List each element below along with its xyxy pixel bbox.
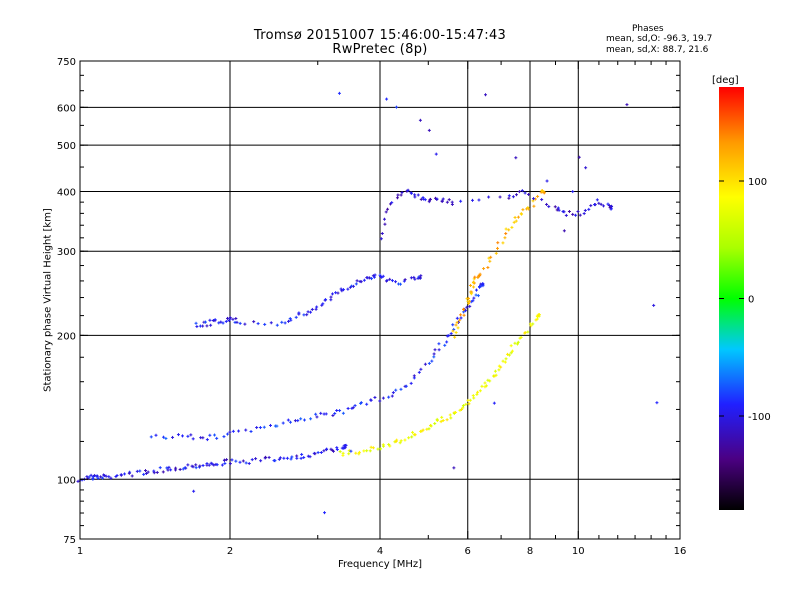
x-tick-label: 1 [77,546,83,557]
phase-annotation-title: Phases [632,24,664,34]
x-axis-label: Frequency [MHz] [337,559,423,570]
y-tick-label: 750 [57,57,76,68]
phase-annotation-o: mean, sd,O: -96.3, 19.7 [606,34,713,44]
y-tick-label: 100 [57,475,76,486]
y-tick-label: 600 [57,103,76,114]
colorbar-tick-label: 0 [748,295,754,306]
x-tick-label: 10 [572,546,585,557]
data-points [76,91,659,515]
phase-annotation-x: mean, sd,X: 88.7, 21.6 [606,45,709,55]
y-tick-label: 75 [63,535,76,546]
colorbar-tick-label: -100 [748,412,771,423]
x-tick-label: 16 [674,546,687,557]
axis-ticks: 1 2 4 6 8 10 16 75 100 200 300 400 500 600 750 [57,57,686,557]
chart-title: Tromsø 20151007 15:46:00-15:47:43 [253,28,507,43]
grid-lines [80,61,680,539]
y-tick-label: 500 [57,141,76,152]
y-tick-label: 300 [57,247,76,258]
x-tick-label: 6 [465,546,471,557]
chart-subtitle: RwPretec (8p) [332,42,428,57]
x-tick-label: 4 [377,546,383,557]
y-tick-label: 200 [57,331,76,342]
y-tick-label: 400 [57,187,76,198]
colorbar-tick-label: 100 [748,177,767,188]
x-tick-label: 2 [227,546,233,557]
x-tick-label: 8 [527,546,533,557]
colorbar: 100 0 -100 [719,87,771,510]
colorbar-label: [deg] [712,75,739,86]
